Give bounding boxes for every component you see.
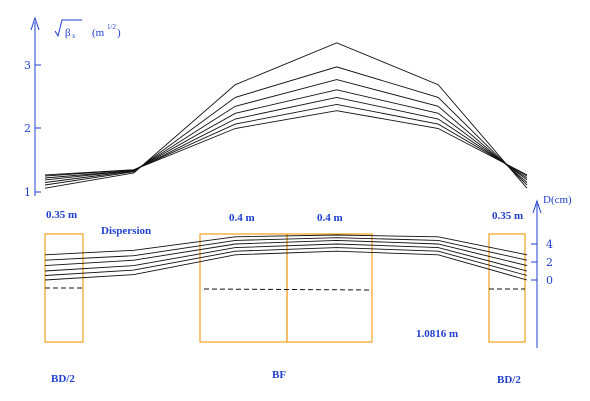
dispersion-y-tick-label-0: 0 <box>546 274 553 287</box>
beta-unit-open: (m <box>92 27 105 39</box>
bf-half-left-label: 0.4 m <box>229 212 255 224</box>
beta-y-axis-arrow <box>30 16 40 31</box>
dispersion-series-3 <box>44 239 528 267</box>
dispersion-y-axis-label: D(cm) <box>543 194 572 206</box>
dispersion-y-axis-arrow <box>532 199 542 214</box>
bd-left-label: BD/2 <box>51 373 75 385</box>
beta-series-1 <box>44 42 528 189</box>
beta-series-6 <box>44 103 528 177</box>
magnet-bd-right <box>488 233 526 343</box>
beta-y-tick-label-2: 2 <box>24 122 31 135</box>
beta-subscript: x <box>72 32 76 40</box>
bd-length-right-label: 0.35 m <box>492 210 523 222</box>
bf-half-right-label: 0.4 m <box>317 212 343 224</box>
dispersion-y-tick-label-2: 2 <box>546 256 553 269</box>
bd-right-label: BD/2 <box>497 374 521 386</box>
bf-label: BF <box>272 369 286 381</box>
dispersion-series-6 <box>44 250 528 281</box>
magnet-bf-right-half <box>286 233 373 343</box>
beta-unit-close: ) <box>117 27 121 39</box>
beta-series-2 <box>44 66 528 186</box>
dispersion-title: Dispersion <box>101 225 151 237</box>
dispersion-series-4 <box>44 243 528 272</box>
dispersion-axis: 4 2 0 D(cm) <box>531 194 572 348</box>
bd-length-left-label: 0.35 m <box>46 209 77 221</box>
dispersion-series-5 <box>44 247 528 276</box>
beta-symbol: β <box>65 27 71 39</box>
zero-dash-center <box>203 288 373 291</box>
dispersion-lines <box>44 234 528 281</box>
dispersion-zero-dashes <box>45 287 525 291</box>
beta-unit-exponent: 1/2 <box>107 23 116 31</box>
beta-series-3 <box>44 79 528 183</box>
beta-axis-label: β x (m 1/2 ) <box>54 19 121 40</box>
beta-series-5 <box>44 96 528 179</box>
beta-y-tick-label-3: 3 <box>24 59 31 72</box>
dispersion-series-2 <box>44 237 528 261</box>
magnet-layout <box>44 233 526 343</box>
sqrt-radical-mark <box>54 19 82 38</box>
drift-length-label: 1.0816 m <box>416 328 458 340</box>
beta-series-7 <box>44 110 528 176</box>
dispersion-series-1 <box>44 234 528 256</box>
beta-function-lines <box>44 42 528 189</box>
beta-y-tick-label-1: 1 <box>24 186 31 199</box>
beta-axis: 1 2 3 <box>24 16 41 199</box>
dispersion-y-tick-label-4: 4 <box>546 238 553 251</box>
